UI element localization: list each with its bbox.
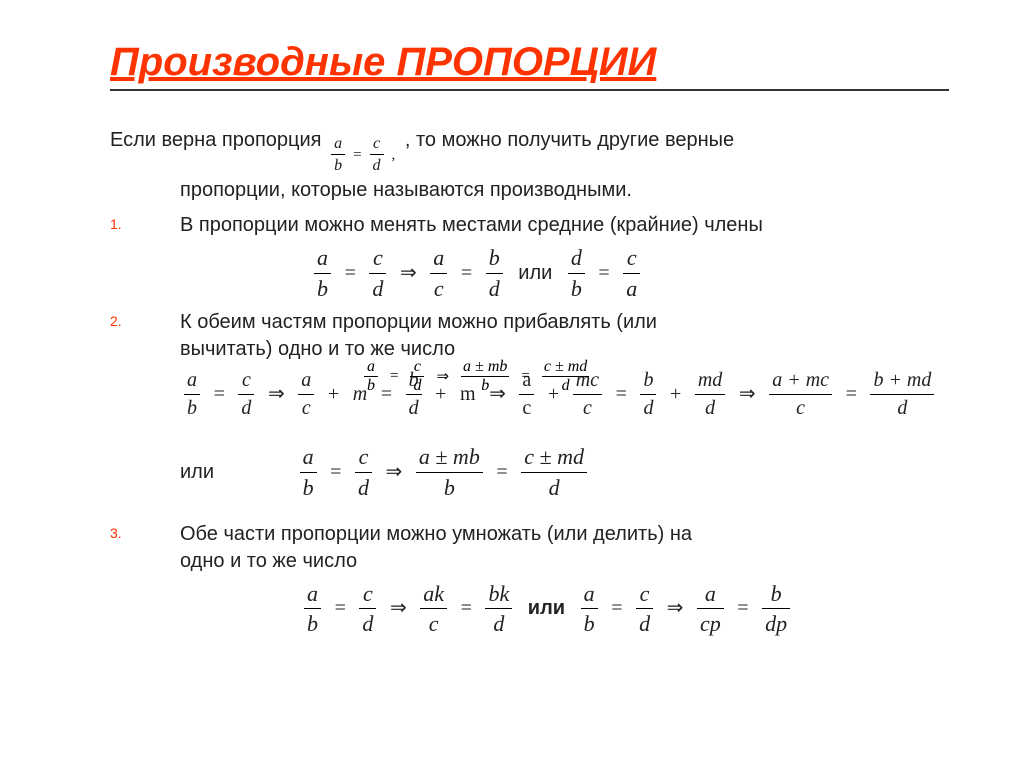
- item2-or: или: [180, 459, 290, 486]
- item2-text-a: К обеим частям пропорции можно прибавлят…: [180, 309, 949, 336]
- item3-text-b: одно и то же число: [180, 548, 949, 575]
- item1-equation: ab = cd ⇒ ac = bd или db = ca: [180, 243, 949, 303]
- item-number: 3.: [110, 524, 122, 543]
- item3-equation: ab = cd ⇒ akc = bkd или ab = cd ⇒ acp = …: [180, 579, 949, 639]
- item1-text: В пропорции можно менять местами средние…: [180, 212, 949, 239]
- properties-list: 1. В пропорции можно менять местами сред…: [110, 212, 949, 639]
- list-item: 2. К обеим частям пропорции можно прибав…: [110, 309, 949, 502]
- intro-formula: ab=cd,: [327, 133, 399, 177]
- item2-equation-2: или ab = cd ⇒ a ± mbb = c ± mdd: [180, 442, 949, 502]
- list-item: 3. Обе части пропорции можно умножать (и…: [110, 521, 949, 639]
- item3-text-a: Обе части пропорции можно умножать (или …: [180, 521, 949, 548]
- page-title: Производные ПРОПОРЦИИ: [110, 40, 949, 85]
- title-rule: [110, 89, 949, 91]
- intro-text-before: Если верна пропорция: [110, 129, 327, 151]
- intro-line-2: пропорции, которые называются производны…: [180, 177, 949, 204]
- list-item: 1. В пропорции можно менять местами сред…: [110, 212, 949, 303]
- item-number: 2.: [110, 312, 122, 331]
- intro-text-after: , то можно получить другие верные: [405, 129, 734, 151]
- intro-line-1: Если верна пропорция ab=cd, , то можно п…: [110, 127, 949, 177]
- ghost-overlap-equation: ab = cd ⇒ a ± mbb = c ± mdd: [360, 358, 593, 395]
- item-number: 1.: [110, 215, 122, 234]
